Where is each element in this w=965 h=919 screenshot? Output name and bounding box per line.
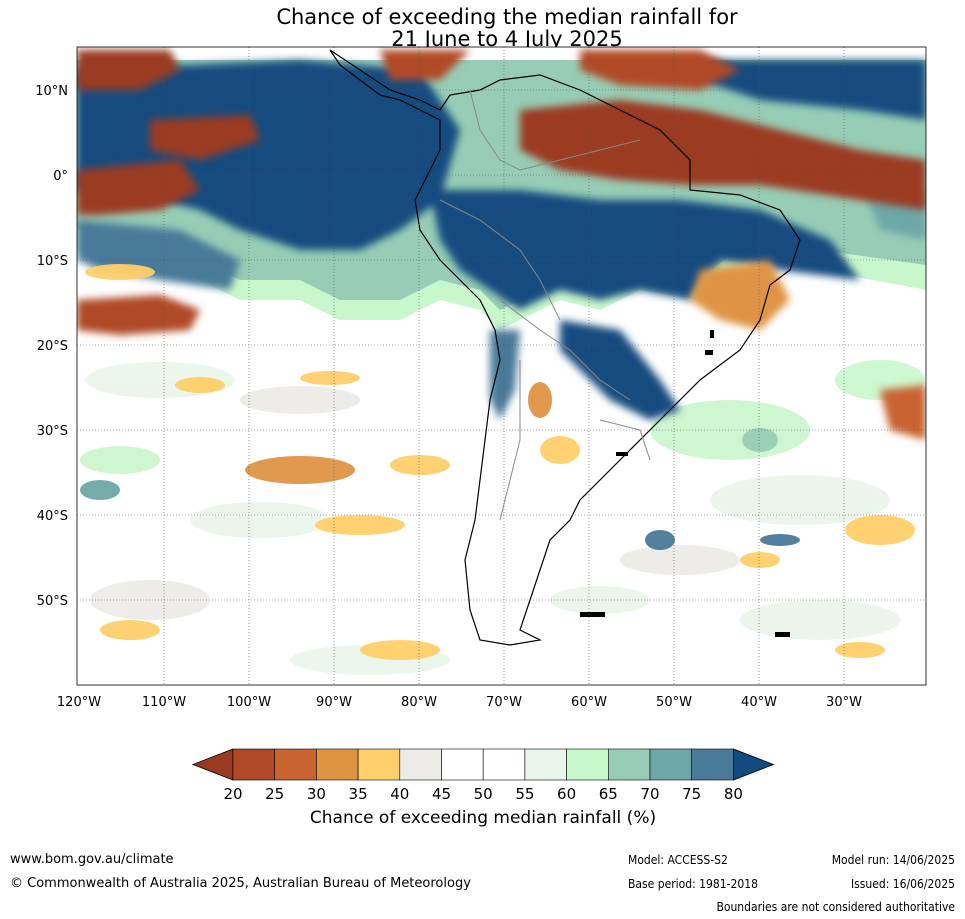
- latitude-labels: 10°N 0° 10°S 20°S 30°S 40°S 50°S: [35, 84, 68, 609]
- lon-tick-label: 110°W: [142, 695, 186, 710]
- colorbar-arrow-low: [191, 748, 234, 781]
- colorbar-tick: 55: [515, 785, 534, 803]
- graticule: [77, 47, 926, 685]
- longitude-labels: 120°W 110°W 100°W 90°W 80°W 70°W 60°W 50°W 40°W 3…: [57, 695, 862, 710]
- lon-tick-label: 80°W: [401, 695, 437, 710]
- lat-tick-label: 40°S: [37, 509, 68, 524]
- lat-tick-label: 10°S: [37, 254, 68, 269]
- lon-tick-label: 60°W: [571, 695, 607, 710]
- south-america-coastline: [329, 49, 801, 646]
- colorbar-tick: 50: [474, 785, 493, 803]
- lat-tick-label: 10°N: [35, 84, 68, 99]
- colorbar-segment: [691, 748, 734, 781]
- colorbar-tick: 40: [390, 785, 409, 803]
- colorbar-tick: 75: [682, 785, 701, 803]
- colorbar-segment: [649, 748, 693, 781]
- lat-tick-label: 30°S: [37, 424, 68, 439]
- lon-tick-label: 30°W: [826, 695, 862, 710]
- country-borders: [439, 89, 651, 521]
- lat-tick-label: 50°S: [37, 594, 68, 609]
- lon-tick-label: 90°W: [316, 695, 352, 710]
- colorbar-tick: 35: [349, 785, 368, 803]
- colorbar-tick: 20: [223, 785, 242, 803]
- colorbar-tick: 60: [557, 785, 576, 803]
- colorbar-segment: [399, 748, 442, 781]
- colorbar-tick: 30: [307, 785, 326, 803]
- colorbar-segment: [441, 748, 484, 781]
- colorbar-segment: [607, 748, 651, 781]
- model-name: Model: ACCESS-S2: [628, 853, 728, 867]
- colorbar: [191, 748, 775, 781]
- colorbar-segment: [274, 748, 317, 781]
- lon-tick-label: 120°W: [57, 695, 101, 710]
- lon-tick-label: 100°W: [227, 695, 271, 710]
- chart-title-line1: Chance of exceeding the median rainfall …: [276, 5, 738, 29]
- colorbar-tick-labels: 20 25 30 35 40 45 50 55 60 65 70 75 80: [223, 785, 742, 803]
- model-run-date: Model run: 14/06/2025: [831, 853, 955, 867]
- lat-tick-label: 0°: [53, 169, 68, 184]
- lat-tick-label: 20°S: [37, 339, 68, 354]
- colorbar-tick: 65: [599, 785, 618, 803]
- website-link[interactable]: www.bom.gov.au/climate: [10, 852, 174, 867]
- base-period: Base period: 1981-2018: [628, 877, 759, 891]
- colorbar-arrow-high: [733, 748, 775, 781]
- colorbar-segment: [524, 748, 567, 781]
- issued-date: Issued: 16/06/2025: [850, 877, 955, 891]
- lon-tick-label: 70°W: [486, 695, 522, 710]
- colorbar-segment: [482, 748, 526, 781]
- map-frame: [76, 46, 927, 686]
- boundaries-disclaimer: Boundaries are not considered authoritat…: [716, 900, 955, 914]
- colorbar-segment: [357, 748, 401, 781]
- colorbar-tick: 45: [432, 785, 451, 803]
- colorbar-segment: [232, 748, 276, 781]
- colorbar-segment: [316, 748, 359, 781]
- islands: [580, 330, 790, 637]
- lon-tick-label: 40°W: [741, 695, 777, 710]
- colorbar-label: Chance of exceeding median rainfall (%): [309, 808, 657, 828]
- rainfall-probability-field: [77, 47, 926, 685]
- colorbar-tick: 25: [265, 785, 284, 803]
- colorbar-tick: 70: [640, 785, 659, 803]
- colorbar-segment: [566, 748, 609, 781]
- colorbar-tick: 80: [724, 785, 743, 803]
- lon-tick-label: 50°W: [656, 695, 692, 710]
- copyright-text: © Commonwealth of Australia 2025, Austra…: [10, 876, 471, 891]
